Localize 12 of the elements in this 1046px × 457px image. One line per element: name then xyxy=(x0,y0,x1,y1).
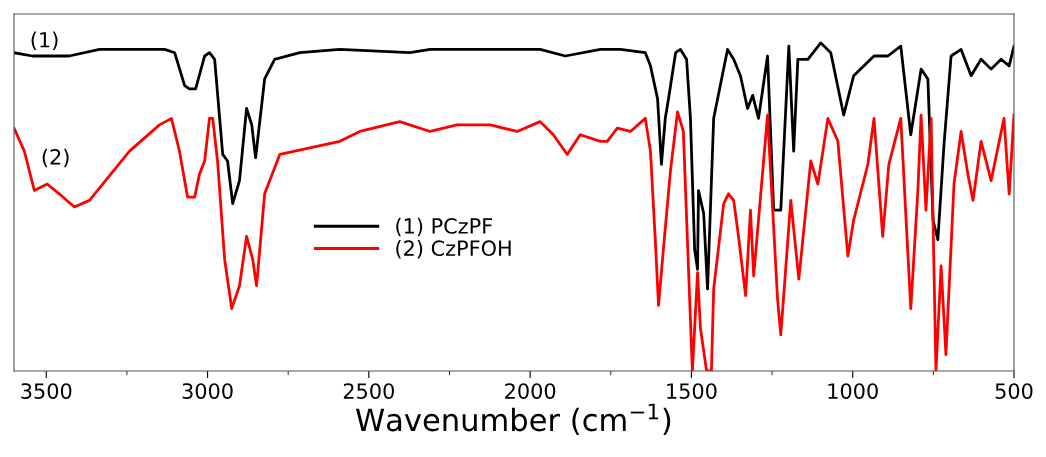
legend-label: (1) PCzPF xyxy=(396,217,492,237)
x-tick-label: 3500 xyxy=(21,383,72,399)
x-tick-label: 1500 xyxy=(667,383,717,399)
legend-label: (2) CzPFOH xyxy=(396,239,511,259)
x-tick-label: 500 xyxy=(995,383,1033,399)
annotation: (2) xyxy=(42,148,69,168)
x-tick-label: 2000 xyxy=(505,383,556,399)
x-tick-label: 2500 xyxy=(343,383,394,399)
x-axis-title: Wavenumber (cm$^{−1}$) xyxy=(355,403,671,435)
x-tick-label: 1000 xyxy=(828,383,878,399)
x-tick-label: 3000 xyxy=(182,383,233,399)
annotation: (1) xyxy=(31,31,58,51)
